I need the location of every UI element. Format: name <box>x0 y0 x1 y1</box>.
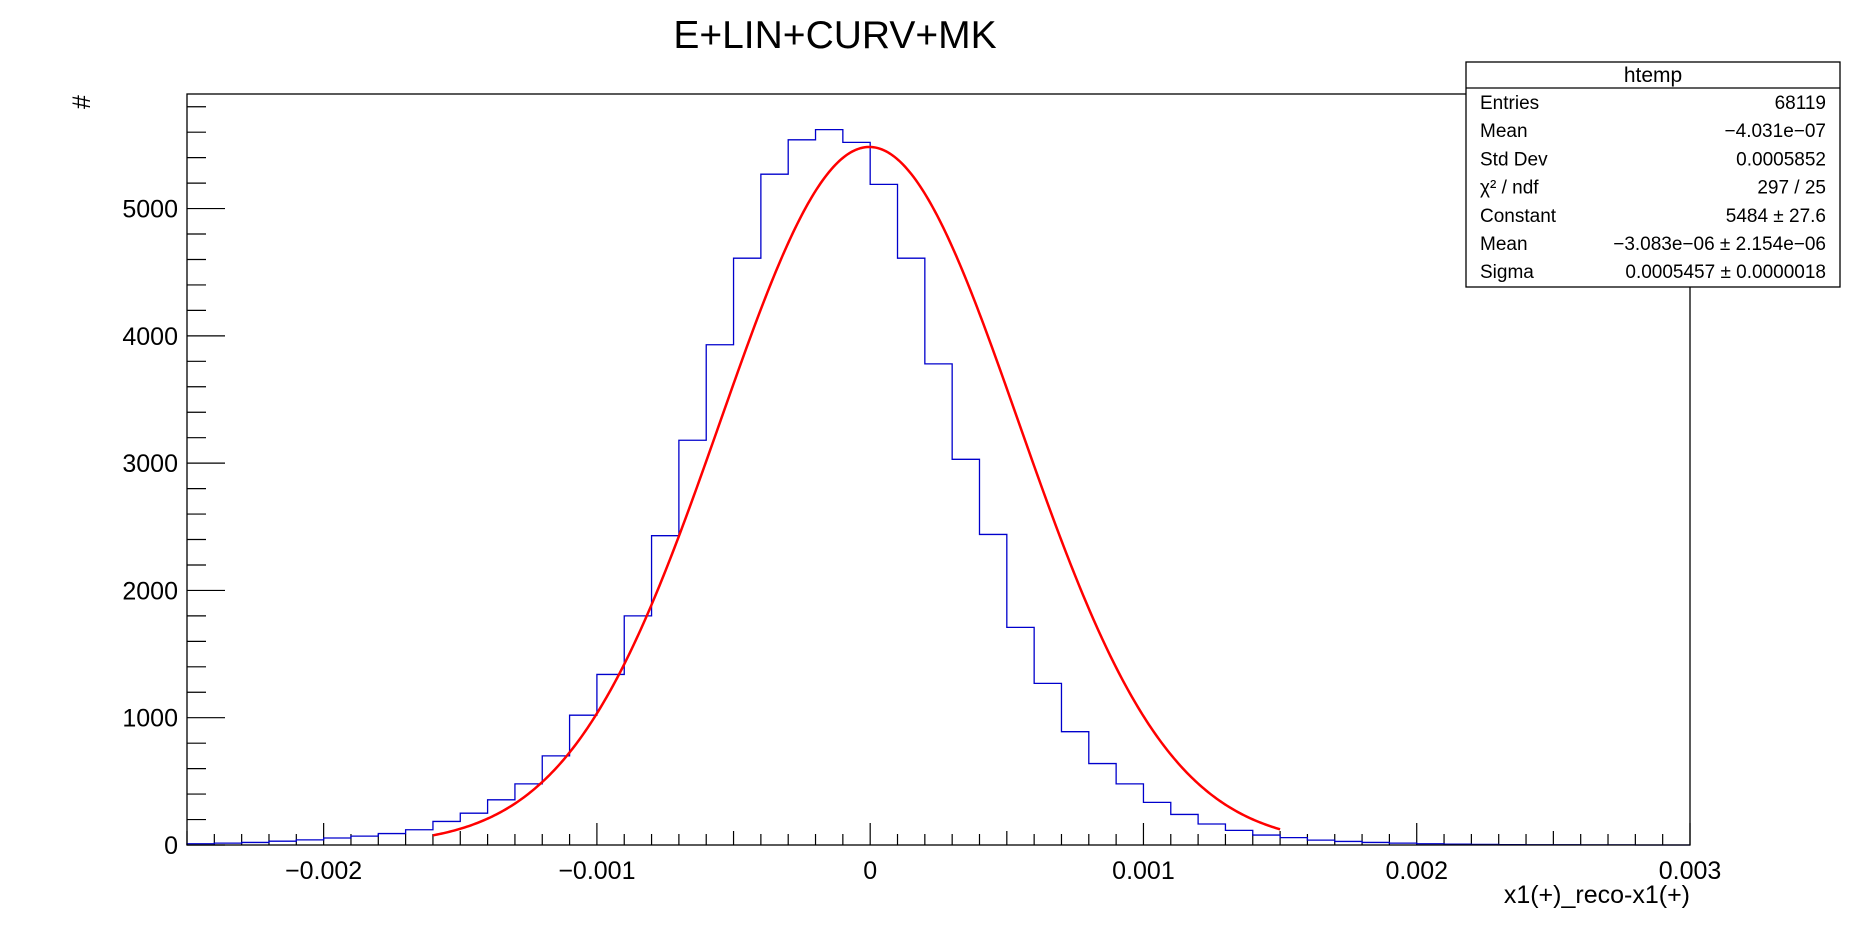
plot-frame <box>186 93 1691 846</box>
stats-row-value: 5484 ± 27.6 <box>1726 206 1826 227</box>
y-tick-label: 0 <box>164 832 178 860</box>
stats-row-label: Constant <box>1480 206 1557 227</box>
y-tick-label: 3000 <box>122 450 178 478</box>
y-tick-label: 4000 <box>122 323 178 351</box>
y-tick-label: 1000 <box>122 705 178 733</box>
x-tick-label: −0.002 <box>285 857 362 885</box>
stats-row-label: χ² / ndf <box>1480 178 1539 199</box>
stats-row-value: 68119 <box>1775 93 1826 114</box>
stats-row-label: Std Dev <box>1480 149 1548 170</box>
x-tick-label: −0.001 <box>558 857 635 885</box>
stats-box: htemp Entries 68119 Mean −4.031e−07 Std Dev 0… <box>1465 61 1841 288</box>
x-tick-labels: −0.002 −0.001 0 0.001 0.002 0.003 <box>285 857 1721 885</box>
x-tick-label: 0.001 <box>1112 857 1175 885</box>
x-tick-label: 0.003 <box>1659 857 1722 885</box>
stats-row-value: 297 / 25 <box>1757 178 1826 199</box>
stats-row-label: Sigma <box>1480 262 1534 283</box>
y-tick-label: 2000 <box>122 577 178 605</box>
stats-row-label: Mean <box>1480 121 1528 142</box>
x-tick-label: 0.002 <box>1385 857 1448 885</box>
stats-row-value: 0.0005457 ± 0.0000018 <box>1625 262 1826 283</box>
y-axis-title: # <box>68 95 96 109</box>
stats-row-value: −3.083e−06 ± 2.154e−06 <box>1613 234 1826 255</box>
axis-ticks <box>186 106 1691 846</box>
stats-row-label: Entries <box>1480 93 1539 114</box>
gaussian-fit-curve <box>432 145 1281 837</box>
stats-box-title: htemp <box>1624 64 1682 87</box>
stats-row-value: 0.0005852 <box>1736 149 1826 170</box>
x-tick-label: 0 <box>863 857 877 885</box>
stats-row-value: −4.031e−07 <box>1725 121 1826 142</box>
x-axis-title: x1(+)_reco-x1(+) <box>1504 881 1690 909</box>
histogram-outline <box>186 128 1690 846</box>
stats-row-label: Mean <box>1480 234 1528 255</box>
chart-title: E+LIN+CURV+MK <box>673 14 996 57</box>
y-tick-labels: 0 1000 2000 3000 4000 5000 <box>122 196 178 860</box>
y-tick-label: 5000 <box>122 196 178 224</box>
